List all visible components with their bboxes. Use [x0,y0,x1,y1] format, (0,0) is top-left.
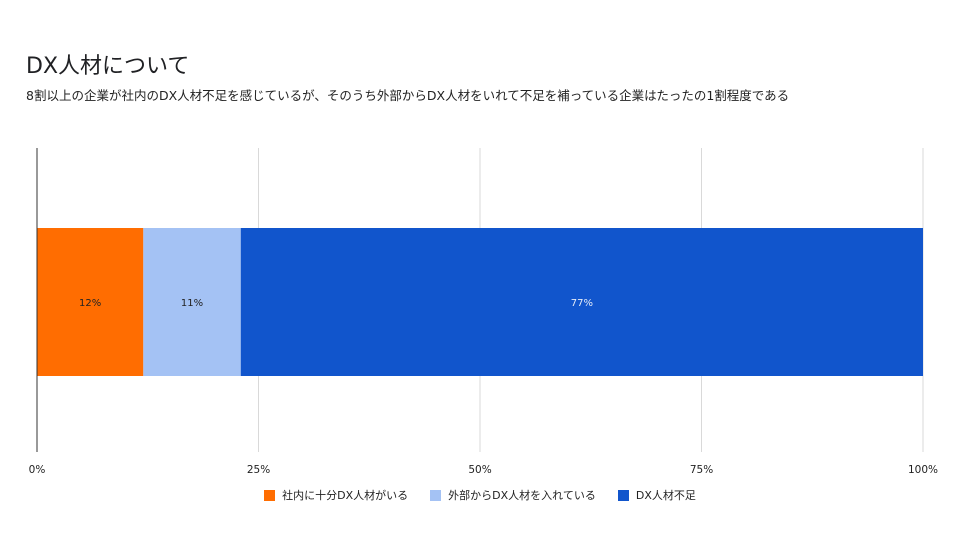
chart-subtitle: 8割以上の企業が社内のDX人材不足を感じているが、そのうち外部からDX人材をいれ… [26,88,790,103]
tick-label: 0% [29,464,46,476]
legend-swatch [617,489,629,501]
bar-segment [143,228,241,376]
bar-segment [37,228,144,376]
tick-label: 25% [247,464,270,476]
chart-legend: 社内に十分DX人材がいる 外部からDX人材を入れている DX人材不足 [0,487,960,503]
data-label: 77% [571,298,593,309]
legend-label: 社内に十分DX人材がいる [282,489,409,502]
chart-title: DX人材について [26,54,190,79]
tick-label: 50% [468,464,491,476]
legend-item: 社内に十分DX人材がいる [264,487,408,503]
data-label: 12% [79,298,101,309]
legend-swatch [430,489,442,501]
legend-item: 外部からDX人材を入れている [430,487,596,503]
legend-label: DX人材不足 [635,489,696,502]
legend-swatch [264,489,276,501]
legend-item: DX人材不足 [617,487,696,503]
tick-label: 100% [908,464,938,476]
bar-segment [240,228,923,376]
tick-label: 75% [690,464,713,476]
legend-label: 外部からDX人材を入れている [448,489,596,502]
data-label: 11% [181,298,203,309]
